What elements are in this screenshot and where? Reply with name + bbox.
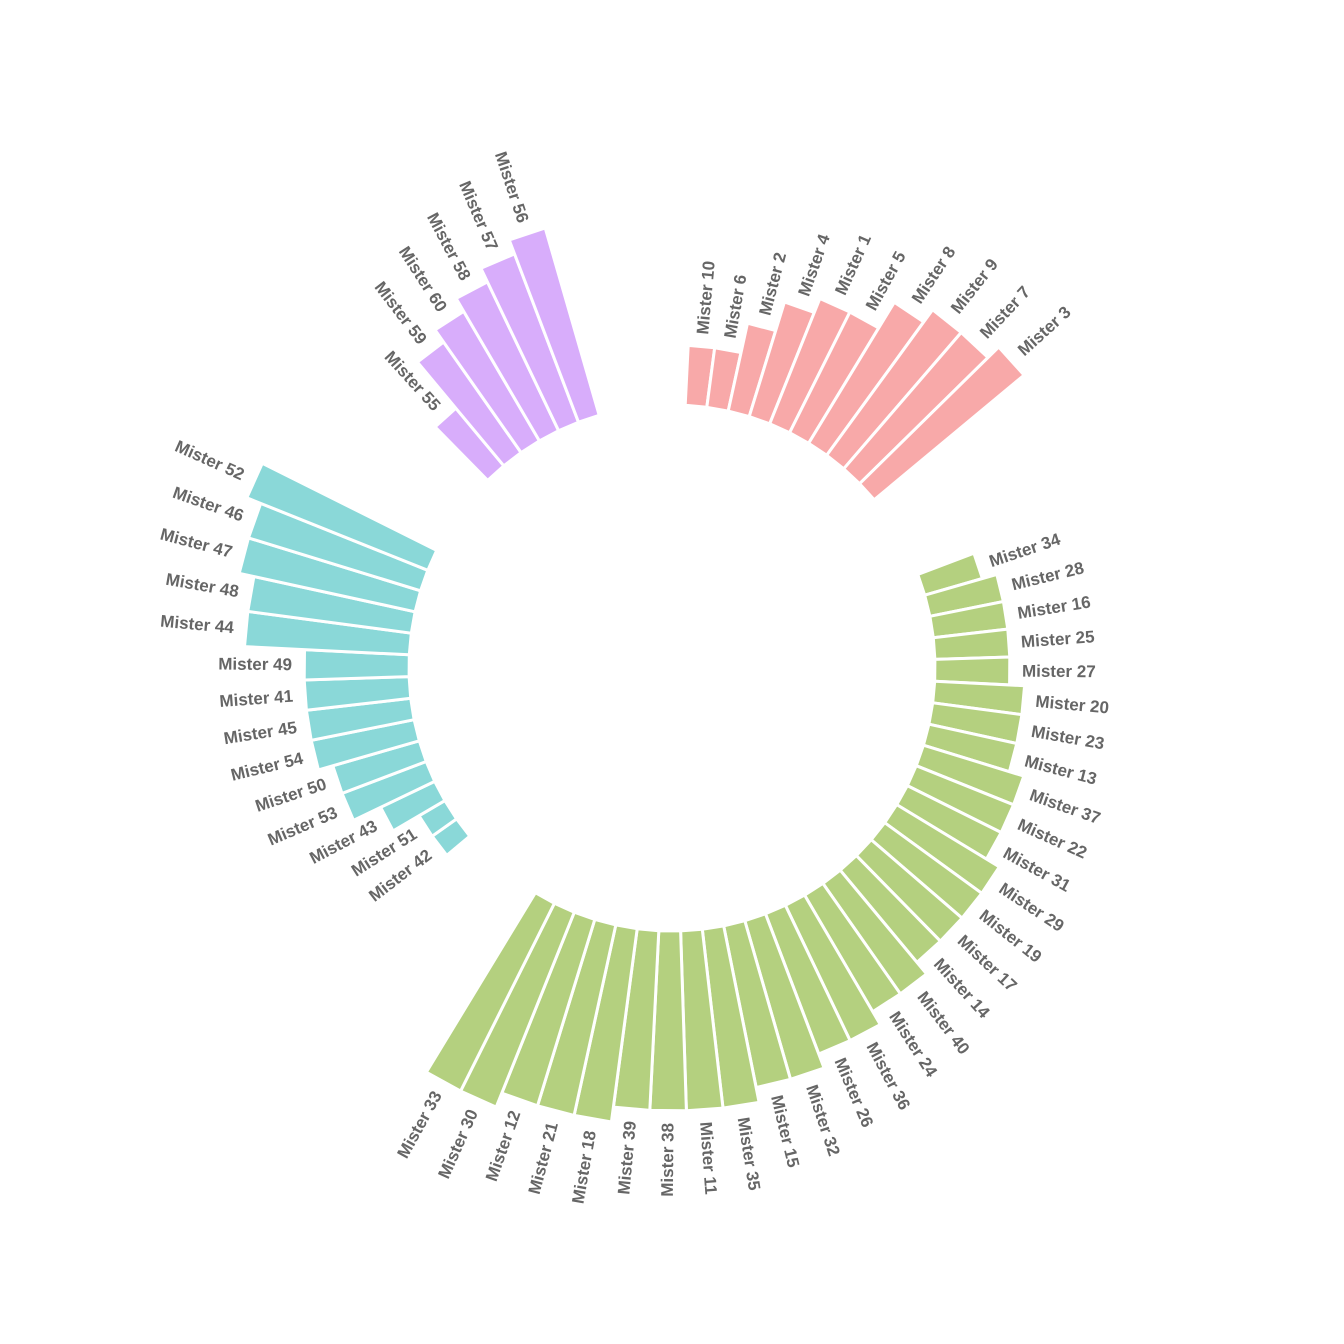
- bar-label: Mister 11: [696, 1121, 720, 1195]
- bar-label: Mister 35: [734, 1116, 764, 1192]
- bar-label: Mister 47: [158, 525, 234, 562]
- bar-label: Mister 8: [908, 243, 959, 307]
- bar-label: Mister 30: [434, 1107, 482, 1182]
- bar-label: Mister 33: [394, 1088, 446, 1162]
- bar-mister-52: [244, 461, 439, 573]
- bar-label: Mister 23: [1030, 722, 1106, 753]
- bar-label: Mister 44: [160, 612, 236, 638]
- bar-label: Mister 54: [229, 749, 306, 785]
- bar-label: Mister 45: [222, 718, 298, 748]
- bar-label: Mister 18: [568, 1129, 599, 1205]
- bar-mister-3: [857, 344, 1027, 502]
- bar-label: Mister 32: [802, 1082, 843, 1158]
- bar-mister-56: [507, 225, 602, 425]
- bar-label: Mister 57: [455, 178, 501, 253]
- bar-label: Mister 39: [614, 1120, 640, 1195]
- bar-label: Mister 1: [831, 231, 875, 297]
- bar-label: Mister 7: [976, 283, 1034, 343]
- bar-label: Mister 48: [164, 570, 240, 601]
- bar-label: Mister 10: [693, 260, 719, 335]
- bar-label: Mister 38: [658, 1123, 678, 1197]
- bar-label: Mister 28: [1010, 558, 1086, 594]
- bar-label: Mister 5: [862, 248, 910, 313]
- bar-label: Mister 49: [218, 655, 292, 675]
- bar-label: Mister 25: [1020, 627, 1095, 651]
- bar-label: Mister 26: [831, 1055, 877, 1130]
- bar-label: Mister 4: [795, 231, 834, 298]
- bar-mister-33: [424, 890, 557, 1094]
- bar-label: Mister 46: [170, 483, 246, 525]
- bar-label: Mister 27: [1022, 662, 1096, 682]
- bar-label: Mister 20: [1035, 692, 1110, 718]
- bar-label: Mister 21: [525, 1120, 562, 1196]
- bar-label: Mister 15: [767, 1093, 803, 1169]
- bars-layer: [237, 225, 1027, 1124]
- bar-label: Mister 12: [482, 1108, 524, 1184]
- bar-label: Mister 3: [1014, 303, 1074, 360]
- bar-label: Mister 41: [219, 687, 294, 711]
- bar-label: Mister 56: [491, 149, 532, 225]
- bar-label: Mister 16: [1016, 593, 1092, 623]
- bar-label: Mister 13: [1023, 752, 1099, 789]
- bar-label: Mister 52: [172, 437, 247, 485]
- bar-label: Mister 9: [947, 255, 1002, 317]
